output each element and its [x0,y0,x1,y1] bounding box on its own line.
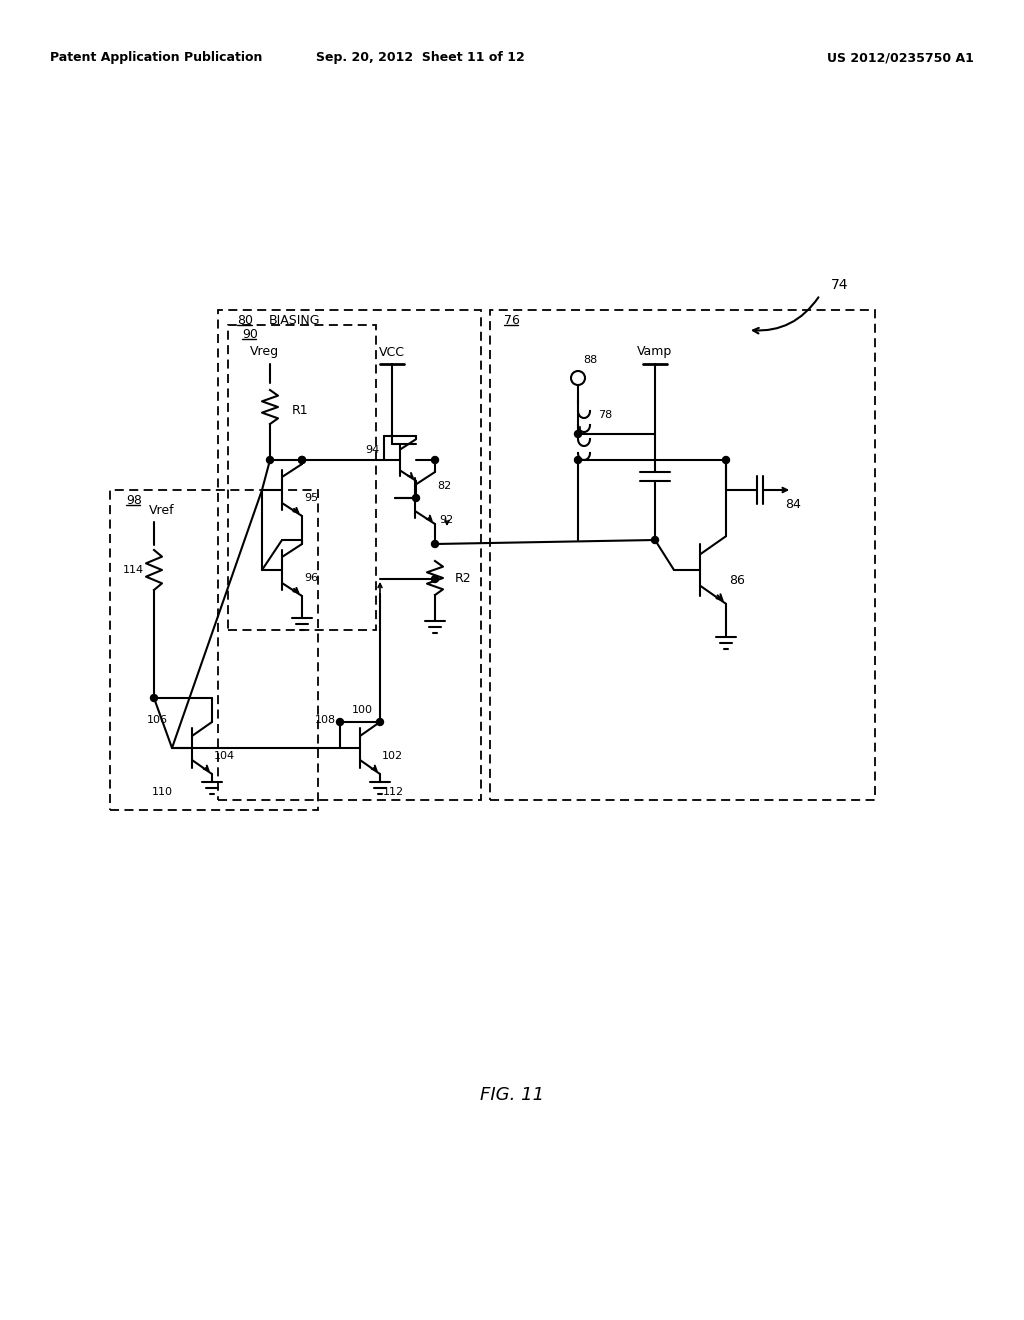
Text: 106: 106 [147,715,168,725]
Text: Sep. 20, 2012  Sheet 11 of 12: Sep. 20, 2012 Sheet 11 of 12 [315,51,524,65]
Bar [228,325,376,630]
Text: 112: 112 [383,787,404,797]
Text: 98: 98 [126,494,142,507]
Text: Vref: Vref [150,503,175,516]
Text: 82: 82 [437,480,452,491]
Text: 108: 108 [314,715,336,725]
Circle shape [299,457,305,463]
Text: R2: R2 [455,572,472,585]
Bar [490,310,874,800]
Circle shape [431,540,438,548]
Text: Vamp: Vamp [637,346,673,359]
Text: R1: R1 [292,404,308,417]
Text: BIASING: BIASING [269,314,321,326]
Text: Patent Application Publication: Patent Application Publication [50,51,262,65]
Text: 92: 92 [439,515,454,525]
Text: Vreg: Vreg [250,346,279,359]
Text: 90: 90 [242,327,258,341]
Text: 100: 100 [351,705,373,715]
Text: 114: 114 [123,565,143,576]
Circle shape [151,694,158,701]
Circle shape [337,718,343,726]
Text: 84: 84 [785,498,801,511]
Text: 86: 86 [729,573,744,586]
Circle shape [431,457,438,463]
Text: 94: 94 [365,445,379,455]
Text: 80: 80 [237,314,253,326]
Text: 96: 96 [304,573,318,583]
Text: US 2012/0235750 A1: US 2012/0235750 A1 [827,51,974,65]
Circle shape [413,495,420,502]
Text: 102: 102 [382,751,403,762]
Circle shape [299,457,305,463]
Circle shape [266,457,273,463]
Text: 76: 76 [504,314,520,326]
Text: 95: 95 [304,492,318,503]
Circle shape [574,457,582,463]
Text: 74: 74 [831,279,849,292]
Text: VCC: VCC [379,346,406,359]
Text: 110: 110 [152,787,172,797]
Text: FIG. 11: FIG. 11 [480,1086,544,1104]
Circle shape [723,457,729,463]
Circle shape [574,430,582,437]
Bar [218,310,481,800]
Circle shape [651,536,658,544]
Circle shape [377,718,384,726]
Text: 78: 78 [598,411,612,420]
Text: 88: 88 [583,355,597,366]
Circle shape [431,576,438,582]
Text: 104: 104 [214,751,236,762]
Bar [110,490,318,810]
